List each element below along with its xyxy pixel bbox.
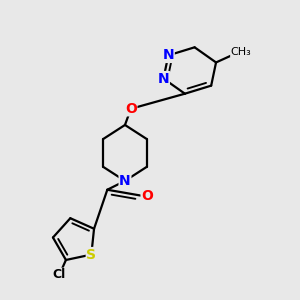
Text: O: O [125, 102, 137, 116]
Text: S: S [86, 248, 96, 262]
Text: N: N [119, 174, 131, 188]
Text: N: N [163, 48, 174, 62]
Text: N: N [158, 72, 169, 86]
Text: O: O [141, 189, 153, 202]
Text: CH₃: CH₃ [231, 47, 251, 57]
Text: Cl: Cl [53, 268, 66, 281]
